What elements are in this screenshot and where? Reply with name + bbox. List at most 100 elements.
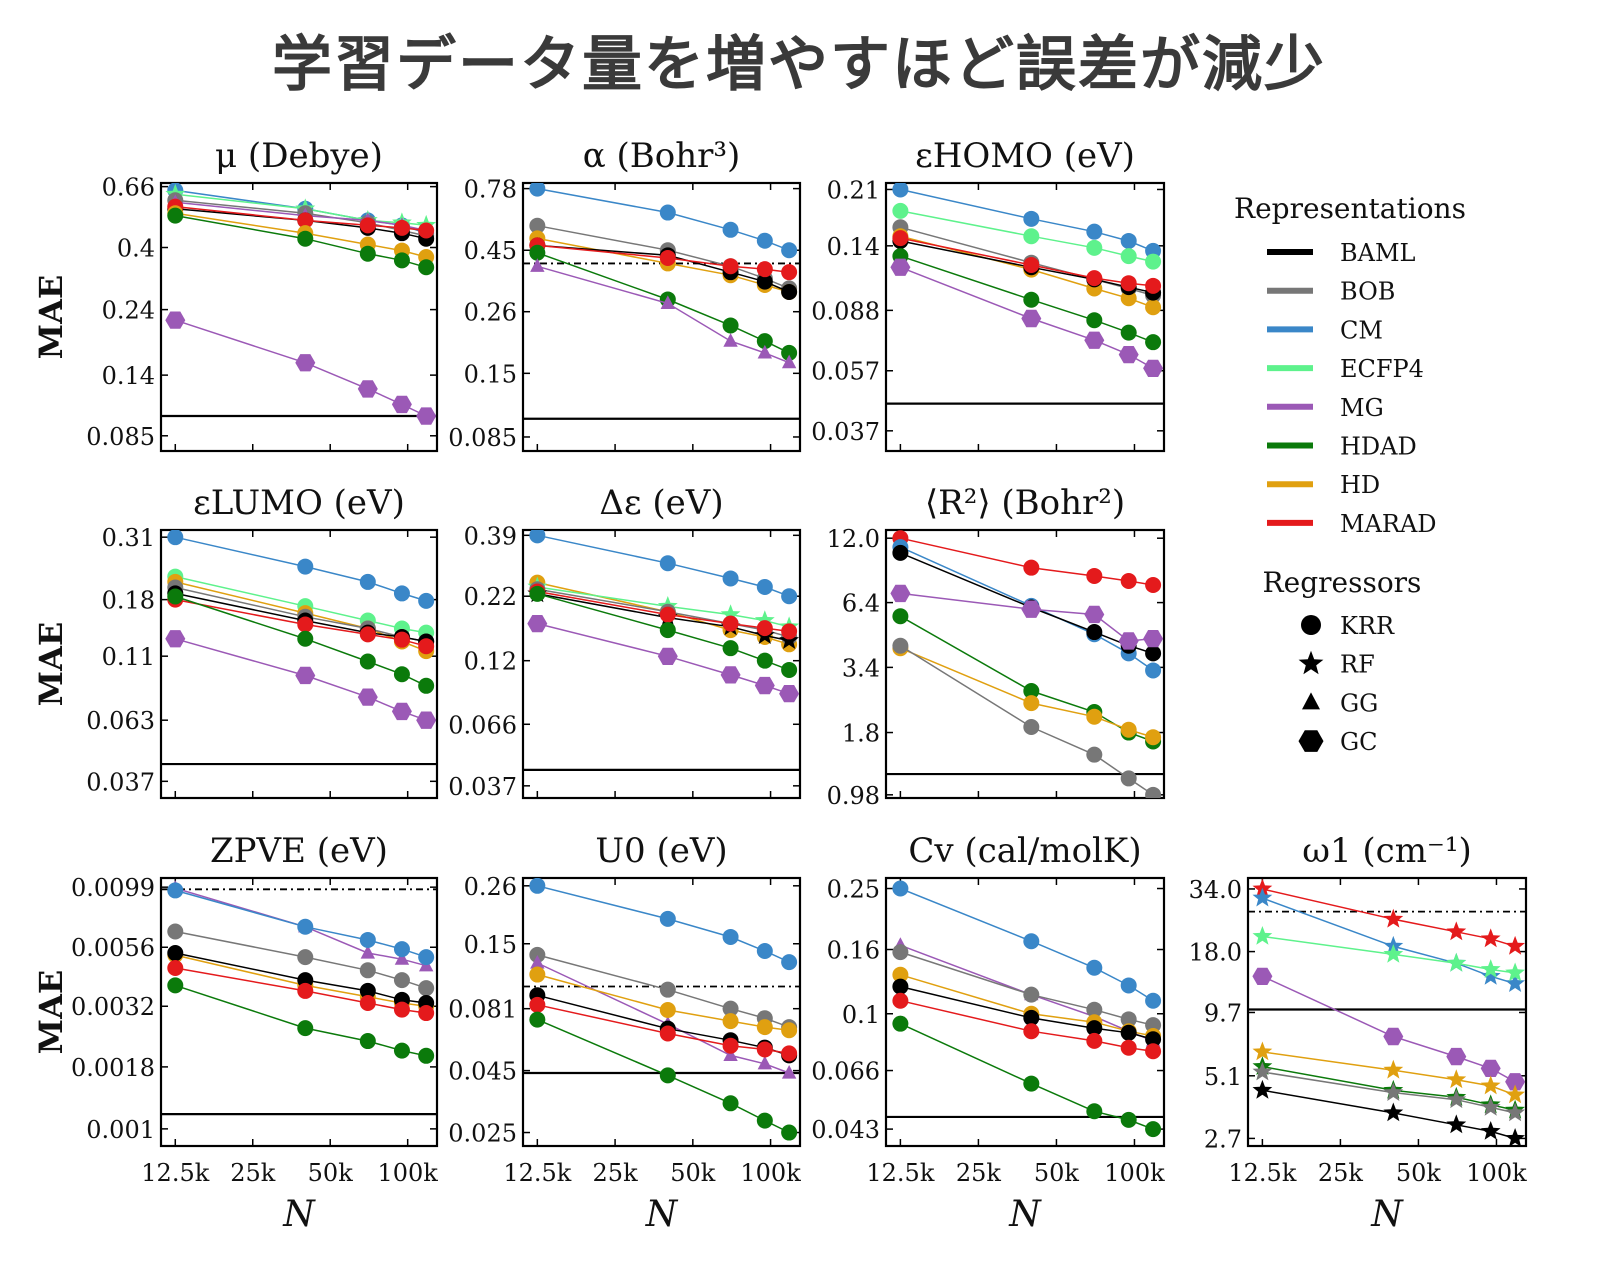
chart-panel: 12.0 6.4 3.4 1.8 0.98 ⟨R²⟩ (Bohr²) xyxy=(827,483,1166,810)
y-axis-label: MAE xyxy=(32,970,70,1055)
legend-title-representations: Representations xyxy=(1234,192,1466,225)
chart-panel: 0.26 0.15 0.081 0.045 0.025 12.5k 25k 50k 100k U0… xyxy=(448,831,801,1235)
data-point xyxy=(530,258,545,272)
data-point xyxy=(781,1022,798,1039)
legend-label: KRR xyxy=(1340,612,1395,640)
series-mg xyxy=(890,584,1164,650)
data-point xyxy=(1252,926,1273,945)
plot-frame xyxy=(521,876,802,1148)
legend-item-hdad: HDAD xyxy=(1267,433,1417,461)
panel-title: ω1 (cm⁻¹) xyxy=(1302,831,1472,871)
data-point xyxy=(659,622,676,639)
data-point xyxy=(1086,1001,1103,1018)
data-point xyxy=(1086,708,1103,725)
data-point xyxy=(297,918,314,935)
y-tick-label: 0.15 xyxy=(464,360,517,388)
data-point xyxy=(360,945,376,959)
y-tick-label: 0.39 xyxy=(464,522,517,550)
data-point xyxy=(781,344,798,361)
data-point xyxy=(1023,559,1040,576)
y-tick-label: 0.24 xyxy=(102,297,155,325)
data-point xyxy=(720,666,741,684)
legend-label: BAML xyxy=(1340,239,1416,267)
legend-label: MARAD xyxy=(1340,510,1437,538)
data-point xyxy=(659,606,676,623)
series-hdad xyxy=(167,977,435,1064)
data-point xyxy=(1023,210,1040,227)
data-point xyxy=(167,945,184,962)
data-point xyxy=(779,630,799,649)
data-point xyxy=(359,245,376,262)
data-point xyxy=(1252,1079,1273,1099)
data-point xyxy=(297,558,314,575)
plot-frame xyxy=(884,181,1166,453)
data-point xyxy=(1021,600,1042,618)
data-point xyxy=(1446,921,1467,941)
hexagon-marker-icon xyxy=(1298,730,1324,752)
series-hdad xyxy=(167,588,435,694)
y-tick-label: 0.085 xyxy=(86,423,155,451)
data-point xyxy=(781,623,798,640)
data-point xyxy=(359,626,376,643)
y-tick-label: 0.78 xyxy=(464,176,517,204)
data-point xyxy=(1086,223,1103,240)
data-point xyxy=(781,264,798,281)
data-point xyxy=(1505,1102,1525,1122)
y-tick-label: 0.26 xyxy=(464,299,517,327)
series-baml xyxy=(1252,1079,1525,1146)
x-tick-label: 50k xyxy=(308,1159,354,1187)
plot-frame xyxy=(521,181,802,453)
legend-label: BOB xyxy=(1340,278,1395,306)
data-point xyxy=(529,878,546,894)
series-line xyxy=(900,645,1154,796)
x-tick-label: 100k xyxy=(377,1159,438,1187)
data-point xyxy=(394,951,410,965)
series-cm xyxy=(892,880,1162,1009)
y-tick-label: 0.14 xyxy=(102,362,155,390)
data-point xyxy=(1086,312,1103,329)
data-point xyxy=(297,212,314,229)
x-tick-label: 100k xyxy=(1104,1159,1165,1187)
y-tick-label: 0.11 xyxy=(102,643,155,671)
series-ecfp4 xyxy=(892,202,1162,270)
data-point xyxy=(391,702,412,721)
data-point xyxy=(418,980,435,997)
data-point xyxy=(1086,239,1103,256)
data-point xyxy=(1023,695,1040,712)
y-tick-label: 0.12 xyxy=(464,648,517,676)
data-point xyxy=(1383,1102,1404,1122)
y-tick-label: 3.4 xyxy=(842,654,880,682)
y-tick-label: 1.8 xyxy=(842,720,880,748)
data-point xyxy=(890,584,911,603)
series-hdad xyxy=(892,248,1162,351)
legend-item-baml: BAML xyxy=(1267,239,1416,267)
data-point xyxy=(1120,1111,1137,1128)
data-point xyxy=(529,183,546,197)
data-point xyxy=(1480,928,1501,948)
data-point xyxy=(1023,256,1040,273)
data-point xyxy=(359,1033,376,1050)
y-tick-label: 0.066 xyxy=(448,711,517,739)
data-point xyxy=(1120,232,1137,249)
data-point xyxy=(757,344,773,359)
data-point xyxy=(297,630,314,647)
data-point xyxy=(720,604,741,624)
legend-item-cm: CM xyxy=(1267,316,1383,344)
data-point xyxy=(359,573,376,590)
y-tick-label: 0.4 xyxy=(117,235,155,263)
data-point xyxy=(1505,973,1525,992)
y-tick-label: 0.22 xyxy=(464,583,517,611)
page-title: 学習データ量を増やすほど誤差が減少 xyxy=(272,30,1326,100)
x-tick-label: 12.5k xyxy=(503,1159,571,1187)
data-point xyxy=(393,666,410,683)
data-point xyxy=(529,585,546,602)
legend-item-gc: GC xyxy=(1298,728,1378,756)
data-point xyxy=(1118,632,1139,650)
data-point xyxy=(167,882,184,899)
series-bob xyxy=(167,923,435,997)
data-point xyxy=(1383,908,1404,928)
legend-label: GC xyxy=(1340,728,1378,756)
series-hdad xyxy=(892,1015,1162,1138)
data-point xyxy=(781,1045,798,1062)
y-tick-label: 0.025 xyxy=(448,1120,517,1148)
